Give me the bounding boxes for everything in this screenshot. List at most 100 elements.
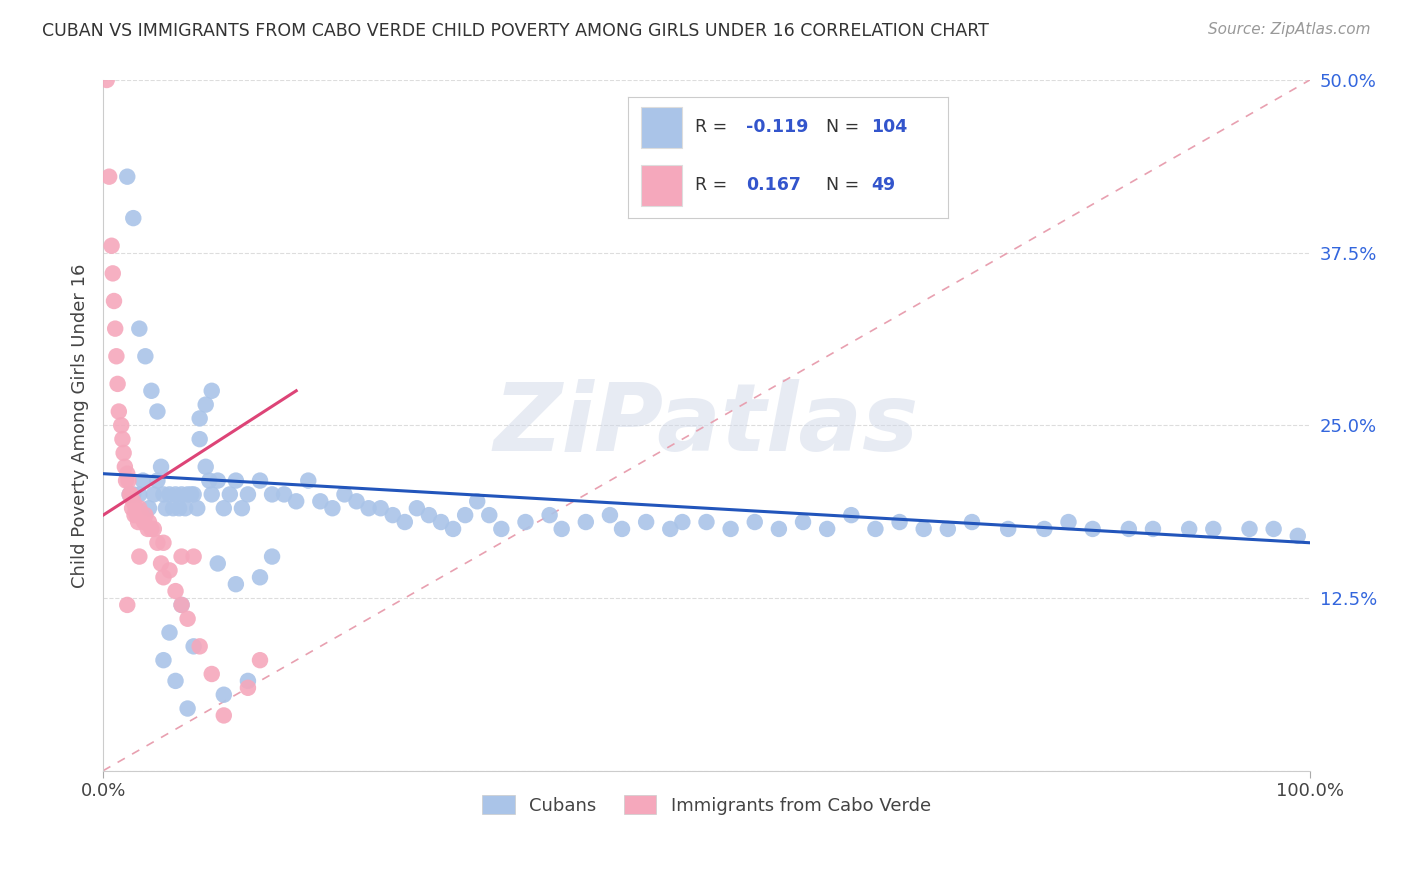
- Point: [370, 501, 392, 516]
- Point: [115, 474, 138, 488]
- Point: [418, 508, 440, 522]
- Point: [550, 522, 572, 536]
- Point: [146, 404, 169, 418]
- Point: [100, 239, 122, 253]
- Point: [671, 515, 693, 529]
- Point: [128, 501, 150, 516]
- Point: [236, 673, 259, 688]
- Point: [170, 487, 193, 501]
- Point: [142, 522, 165, 536]
- Point: [141, 384, 163, 398]
- Point: [188, 432, 211, 446]
- Point: [117, 169, 139, 184]
- Point: [225, 474, 247, 488]
- Point: [249, 570, 271, 584]
- Point: [162, 501, 184, 516]
- Point: [839, 508, 862, 522]
- Point: [575, 515, 598, 529]
- Point: [127, 515, 149, 529]
- Point: [212, 708, 235, 723]
- Point: [186, 501, 208, 516]
- Point: [720, 522, 742, 536]
- Point: [889, 515, 911, 529]
- Point: [207, 557, 229, 571]
- Point: [146, 474, 169, 488]
- Point: [188, 411, 211, 425]
- Point: [333, 487, 356, 501]
- Point: [118, 487, 141, 501]
- Point: [194, 398, 217, 412]
- Point: [176, 701, 198, 715]
- Point: [478, 508, 501, 522]
- Point: [104, 321, 127, 335]
- Point: [170, 598, 193, 612]
- Point: [1142, 522, 1164, 536]
- Point: [454, 508, 477, 522]
- Point: [138, 515, 160, 529]
- Point: [107, 376, 129, 391]
- Point: [141, 522, 163, 536]
- Point: [105, 349, 128, 363]
- Point: [695, 515, 717, 529]
- Point: [170, 549, 193, 564]
- Point: [207, 474, 229, 488]
- Point: [231, 501, 253, 516]
- Point: [285, 494, 308, 508]
- Point: [225, 577, 247, 591]
- Point: [183, 640, 205, 654]
- Point: [936, 522, 959, 536]
- Point: [865, 522, 887, 536]
- Text: ZiPatlas: ZiPatlas: [494, 379, 920, 471]
- Point: [176, 487, 198, 501]
- Point: [174, 501, 197, 516]
- Point: [159, 563, 181, 577]
- Point: [108, 404, 131, 418]
- Point: [262, 487, 284, 501]
- Point: [309, 494, 332, 508]
- Point: [201, 667, 224, 681]
- Point: [768, 522, 790, 536]
- Point: [1239, 522, 1261, 536]
- Point: [201, 384, 224, 398]
- Point: [194, 459, 217, 474]
- Point: [1178, 522, 1201, 536]
- Legend: Cubans, Immigrants from Cabo Verde: Cubans, Immigrants from Cabo Verde: [474, 787, 939, 824]
- Point: [212, 688, 235, 702]
- Point: [122, 494, 145, 508]
- Point: [136, 522, 159, 536]
- Point: [114, 459, 136, 474]
- Text: CUBAN VS IMMIGRANTS FROM CABO VERDE CHILD POVERTY AMONG GIRLS UNDER 16 CORRELATI: CUBAN VS IMMIGRANTS FROM CABO VERDE CHIL…: [42, 22, 988, 40]
- Point: [381, 508, 404, 522]
- Point: [128, 487, 150, 501]
- Point: [110, 418, 132, 433]
- Point: [98, 169, 121, 184]
- Point: [1033, 522, 1056, 536]
- Point: [188, 640, 211, 654]
- Point: [297, 474, 319, 488]
- Point: [321, 501, 343, 516]
- Point: [1263, 522, 1285, 536]
- Point: [249, 474, 271, 488]
- Point: [198, 474, 221, 488]
- Point: [117, 467, 139, 481]
- Point: [155, 501, 177, 516]
- Point: [128, 549, 150, 564]
- Point: [236, 487, 259, 501]
- Point: [1057, 515, 1080, 529]
- Point: [165, 673, 187, 688]
- Point: [636, 515, 658, 529]
- Point: [124, 508, 146, 522]
- Point: [180, 487, 202, 501]
- Point: [134, 508, 156, 522]
- Point: [167, 501, 190, 516]
- Point: [599, 508, 621, 522]
- Point: [128, 321, 150, 335]
- Point: [792, 515, 814, 529]
- Point: [997, 522, 1019, 536]
- Point: [183, 549, 205, 564]
- Point: [150, 459, 173, 474]
- Point: [430, 515, 453, 529]
- Point: [103, 293, 125, 308]
- Point: [152, 653, 174, 667]
- Point: [122, 487, 145, 501]
